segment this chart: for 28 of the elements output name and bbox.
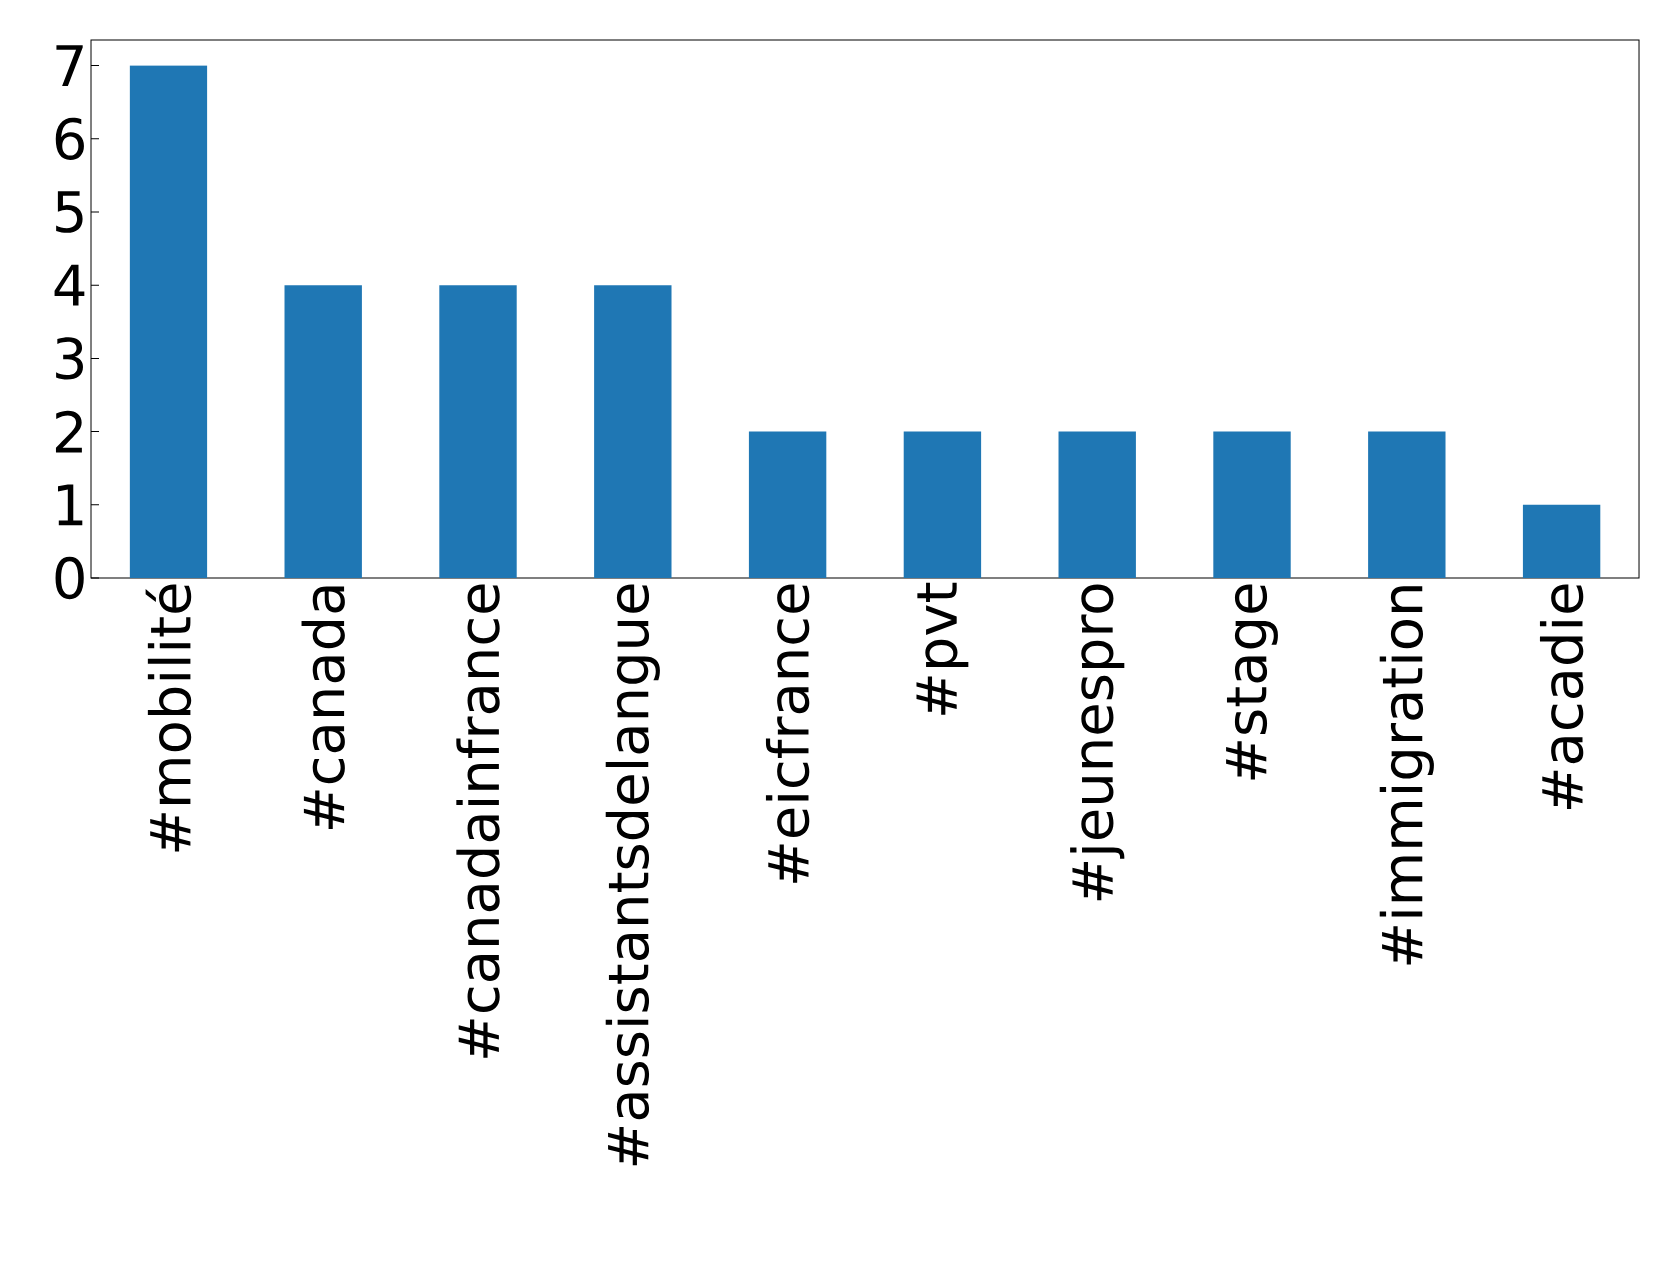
x-tick-label: #assistantsdelangue (605, 584, 660, 1166)
x-tick-label: #pvt (916, 582, 969, 715)
y-tick-label: 5 (56, 191, 83, 233)
bar (1058, 431, 1136, 578)
x-tick-label: #immigration (1379, 586, 1434, 965)
y-tick-label: 1 (57, 484, 83, 526)
x-tick-label: #eicfrance (765, 584, 810, 883)
x-tick-label: #stage (1226, 584, 1278, 780)
x-tick-label: #acadie (1539, 584, 1584, 810)
bar (903, 431, 982, 578)
x-tick-label: #canada (301, 586, 345, 829)
bar (1368, 431, 1446, 578)
x-tick-label: #mobilité (145, 584, 192, 852)
bar (748, 431, 827, 578)
x-tick-label: #canadainfrance (456, 584, 500, 1058)
y-tick-label: 2 (55, 410, 82, 453)
y-tick-label: 3 (56, 337, 83, 380)
bar (129, 65, 208, 578)
y-tick-label: 7 (56, 45, 83, 87)
x-tick-label: #jeunespro (1070, 584, 1125, 901)
y-tick-label: 6 (55, 117, 84, 160)
bar (594, 285, 672, 578)
bar (439, 285, 517, 578)
y-tick-label: 0 (55, 556, 84, 600)
bar (284, 285, 362, 578)
y-tick-label: 4 (54, 264, 85, 306)
bar (1213, 431, 1291, 578)
bar (1522, 504, 1601, 578)
